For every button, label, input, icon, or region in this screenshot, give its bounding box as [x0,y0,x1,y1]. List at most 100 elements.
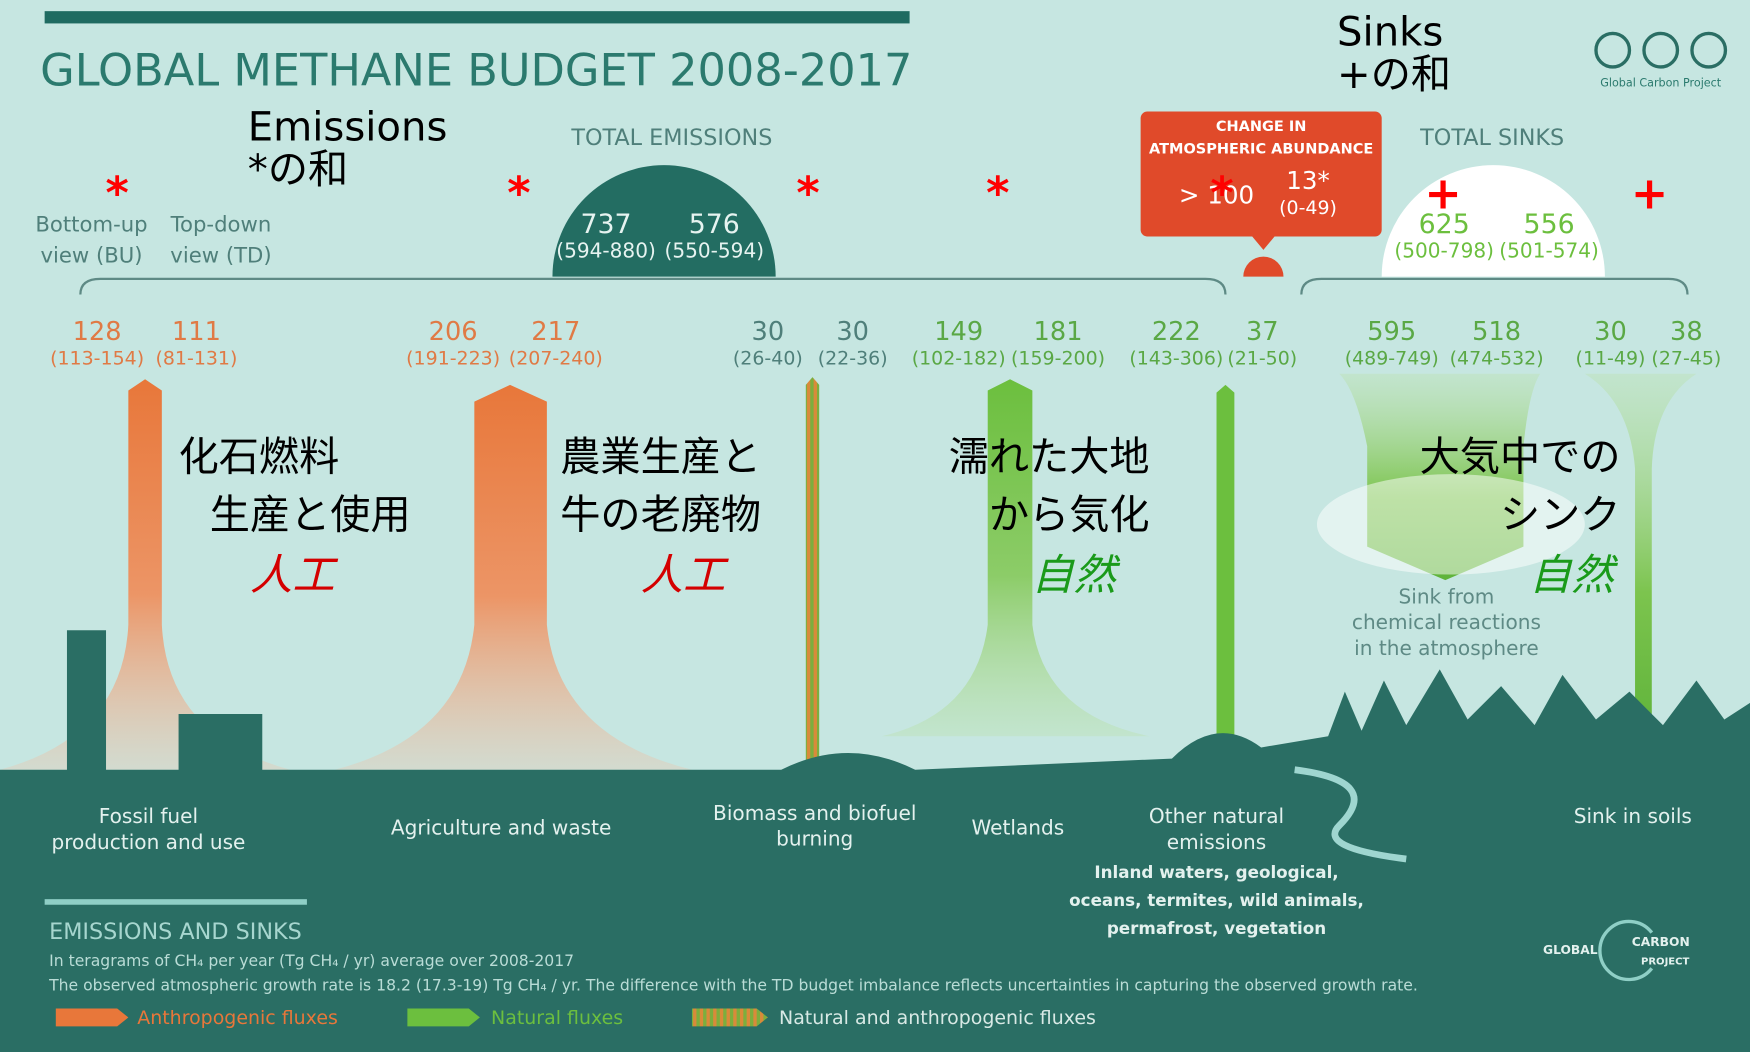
flux-range: (102-182) [912,348,1006,370]
sinks-dome [1381,165,1605,277]
view-label: view (BU) [40,243,142,268]
flux-label: in the atmosphere [1354,636,1539,660]
total-value: 556 [1524,209,1575,240]
flux-range: (207-240) [509,348,603,370]
flux-label: Biomass and biofuel [713,801,916,825]
biomass-arrow [805,377,820,770]
flux-label: emissions [1167,830,1266,854]
title: GLOBAL METHANE BUDGET 2008-2017 [40,45,912,97]
flux-range: (11-49) [1576,348,1646,370]
brand: GLOBAL [1543,943,1598,957]
annotation-kind: 自然 [1031,550,1120,599]
change-value: 13* [1286,166,1329,195]
legend-label: Anthropogenic fluxes [137,1007,338,1029]
annotation: Emissions [248,104,448,150]
marker: + [1631,167,1668,219]
flux-value: 222 [1152,317,1201,347]
emissions-bracket [79,277,1227,295]
flux-value: 595 [1367,317,1416,347]
total-value: 737 [580,209,631,240]
top-bar [44,11,910,24]
footer-note: In teragrams of CH₄ per year (Tg CH₄ / y… [49,952,574,970]
flux-value: 181 [1034,317,1083,347]
wetlands-arrow [881,379,1150,737]
flux-range: (22-36) [818,348,888,370]
legend-label: Natural and anthropogenic fluxes [779,1007,1096,1029]
fossil-arrow [0,379,291,770]
agriculture-arrow [334,384,692,770]
change-pointer [1252,236,1275,250]
brand: PROJECT [1641,957,1690,968]
soil-sink-arrow [1584,373,1697,739]
emissions-dome [552,165,776,277]
change-label: ATMOSPHERIC ABUNDANCE [1149,141,1373,157]
other-detail: Inland waters, geological, [1094,862,1338,882]
legend-swatch [55,1008,129,1027]
total-range: (501-574) [1499,239,1599,263]
flux-value: 206 [429,317,478,347]
flux-label: burning [776,827,853,851]
flux-range: (113-154) [50,348,144,370]
annotation: *の和 [248,147,348,193]
change-label: CHANGE IN [1216,119,1307,135]
change-box [1140,111,1382,237]
other-arrow [1216,384,1235,770]
ground [0,630,1750,1052]
flux-value: 37 [1246,317,1279,347]
flux-label: Sink in soils [1574,804,1692,828]
flux-value: 30 [752,317,785,347]
flux-value: 30 [836,317,869,347]
flux-value: 111 [172,317,221,347]
cc-logo [1594,31,1728,69]
total-range: (550-594) [664,239,764,263]
brand: CARBON [1632,935,1690,949]
flux-label: Agriculture and waste [391,815,611,839]
marker: * [106,167,129,219]
annotation-kind: 人工 [250,550,338,599]
flux-label: chemical reactions [1352,610,1541,634]
marker: * [986,167,1009,219]
total-value: 576 [689,209,740,240]
footer-note: The observed atmospheric growth rate is … [48,977,1418,995]
flux-value: 128 [73,317,122,347]
river [1294,766,1407,863]
flux-value: 217 [531,317,580,347]
flux-range: (81-131) [155,348,237,370]
cloud [1316,474,1585,575]
legend-label: Natural fluxes [491,1007,623,1029]
flux-value: 149 [934,317,983,347]
flux-label: Wetlands [971,815,1064,839]
logo-text: Global Carbon Project [1600,77,1722,90]
footer-rule [44,899,307,905]
total-label: TOTAL EMISSIONS [570,125,772,151]
other-detail: oceans, termites, wild animals, [1069,890,1364,910]
footer-heading: EMISSIONS AND SINKS [49,919,302,945]
view-label: view (TD) [170,243,271,268]
total-range: (500-798) [1394,239,1494,263]
annotation-kind: 人工 [641,550,729,599]
flux-value: 518 [1472,317,1521,347]
annotation: 農業生産と [560,435,761,481]
change-dome [1243,256,1284,277]
flux-label: production and use [51,830,245,854]
flux-range: (26-40) [733,348,803,370]
legend-swatch [407,1008,480,1027]
change-range: (0-49) [1279,197,1337,219]
marker: + [1424,167,1461,219]
marker: * [1210,167,1233,219]
legend-swatch [691,1008,768,1027]
change-value: > 100 [1179,180,1254,209]
annotation-kind: 自然 [1529,550,1618,599]
total-label: TOTAL SINKS [1419,125,1564,151]
other-detail: permafrost, vegetation [1107,918,1326,938]
flux-label: Other natural [1149,804,1284,828]
annotation: シンク [1500,493,1621,539]
sinks-bracket [1300,277,1689,295]
flux-label: Fossil fuel [99,804,198,828]
annotation: 濡れた大地 [949,435,1150,481]
annotation: 牛の老廃物 [560,493,761,539]
marker: * [507,167,530,219]
total-value: 625 [1419,209,1470,240]
total-range: (594-880) [556,239,656,263]
